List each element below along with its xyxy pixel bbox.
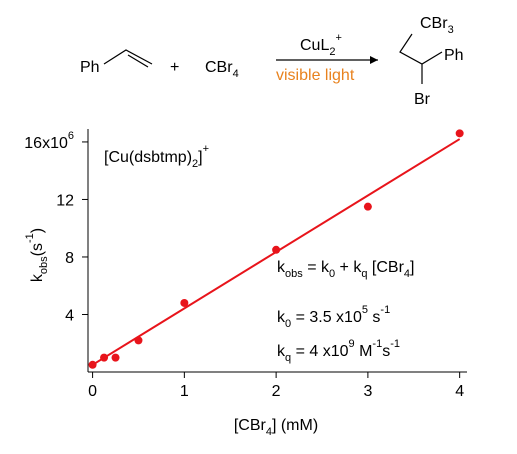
- data-point: [88, 360, 97, 369]
- annotation: k0 = 3.5 x105 s-1: [277, 304, 390, 330]
- reactant: Ph: [80, 59, 100, 76]
- x-tick-label: 3: [363, 383, 372, 400]
- subscript: 2: [329, 46, 335, 58]
- text: = 4 x10: [291, 343, 348, 360]
- text: = 3.5 x10: [291, 309, 362, 326]
- text: M: [355, 343, 373, 360]
- data-point: [100, 353, 109, 362]
- superscript: -1: [390, 338, 400, 350]
- superscript: 6: [68, 130, 74, 142]
- subscript: 3: [448, 24, 454, 36]
- superscript: 5: [362, 304, 368, 316]
- text: = k: [303, 259, 330, 276]
- text: ]: [410, 259, 414, 276]
- data-point: [134, 336, 143, 345]
- text: CuL: [300, 37, 329, 54]
- text: ): [29, 228, 46, 233]
- subscript: 0: [329, 268, 335, 280]
- text: [CBr: [367, 259, 404, 276]
- text: k: [29, 273, 46, 282]
- text: k: [277, 309, 286, 326]
- text: 16x10: [24, 135, 68, 152]
- subscript: 4: [266, 426, 272, 438]
- text: (s: [29, 243, 46, 256]
- y-tick-label: 4: [65, 307, 74, 324]
- subscript: obs: [285, 268, 303, 280]
- product-group: Br: [414, 91, 431, 108]
- superscript: -1: [380, 304, 390, 316]
- annotation: kobs = k0 + kq [CBr4]: [277, 259, 415, 280]
- condition: visible light: [276, 67, 355, 84]
- text: + k: [335, 259, 362, 276]
- text: [CBr: [234, 417, 267, 434]
- subscript: 0: [285, 318, 291, 330]
- bond: [103, 49, 153, 68]
- text: CBr: [205, 59, 233, 76]
- product-group: CBr3: [420, 15, 454, 36]
- superscript: -1: [372, 338, 382, 350]
- superscript: +: [203, 143, 209, 155]
- product-group: Ph: [444, 47, 464, 64]
- subscript: 4: [233, 68, 239, 80]
- x-tick-label: 2: [272, 383, 281, 400]
- x-tick-label: 1: [180, 383, 189, 400]
- y-tick-label: 12: [56, 192, 74, 209]
- annotation: [Cu(dsbtmp)2]+: [104, 143, 209, 170]
- data-point: [363, 202, 372, 211]
- bond: [399, 33, 443, 84]
- subscript: 2: [192, 158, 198, 170]
- plus: +: [170, 59, 179, 76]
- annotation: kq = 4 x109 M-1s-1: [277, 338, 400, 364]
- subscript: q: [285, 352, 291, 364]
- text: k: [277, 343, 286, 360]
- text: ] (mM): [272, 417, 318, 434]
- data-point: [111, 353, 120, 362]
- reactant: CBr4: [205, 59, 239, 80]
- text: s: [382, 343, 390, 360]
- x-tick-label: 4: [455, 383, 464, 400]
- text: k: [277, 259, 286, 276]
- subscript: 4: [404, 268, 410, 280]
- superscript: +: [335, 32, 341, 44]
- text: CBr: [420, 15, 448, 32]
- y-tick-label: 16x106: [24, 130, 74, 152]
- x-axis-label: [CBr4] (mM): [234, 417, 318, 438]
- data-point: [180, 298, 189, 307]
- data-point: [272, 245, 281, 254]
- text: [Cu(dsbtmp): [104, 149, 192, 166]
- subscript: obs: [38, 256, 50, 274]
- y-axis-label: kobs(s-1): [24, 228, 50, 282]
- arrow-head: [370, 56, 378, 64]
- y-tick-label: 8: [65, 250, 74, 267]
- data-point: [455, 129, 464, 138]
- subscript: q: [361, 268, 367, 280]
- x-tick-label: 0: [88, 383, 97, 400]
- text: s: [368, 309, 380, 326]
- superscript: 9: [349, 338, 355, 350]
- superscript: -1: [24, 233, 36, 243]
- catalyst: CuL2+: [300, 32, 342, 58]
- text: ]: [198, 149, 202, 166]
